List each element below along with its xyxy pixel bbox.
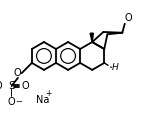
Text: S: S	[8, 81, 15, 91]
Text: −: −	[15, 97, 22, 106]
Text: O: O	[14, 68, 21, 78]
Text: O: O	[0, 81, 2, 91]
Text: O: O	[125, 13, 133, 23]
Text: Na: Na	[36, 95, 49, 105]
Polygon shape	[90, 33, 93, 42]
Text: +: +	[45, 89, 51, 98]
Text: O: O	[21, 81, 29, 91]
Text: O: O	[8, 97, 15, 107]
Text: H: H	[112, 63, 119, 72]
